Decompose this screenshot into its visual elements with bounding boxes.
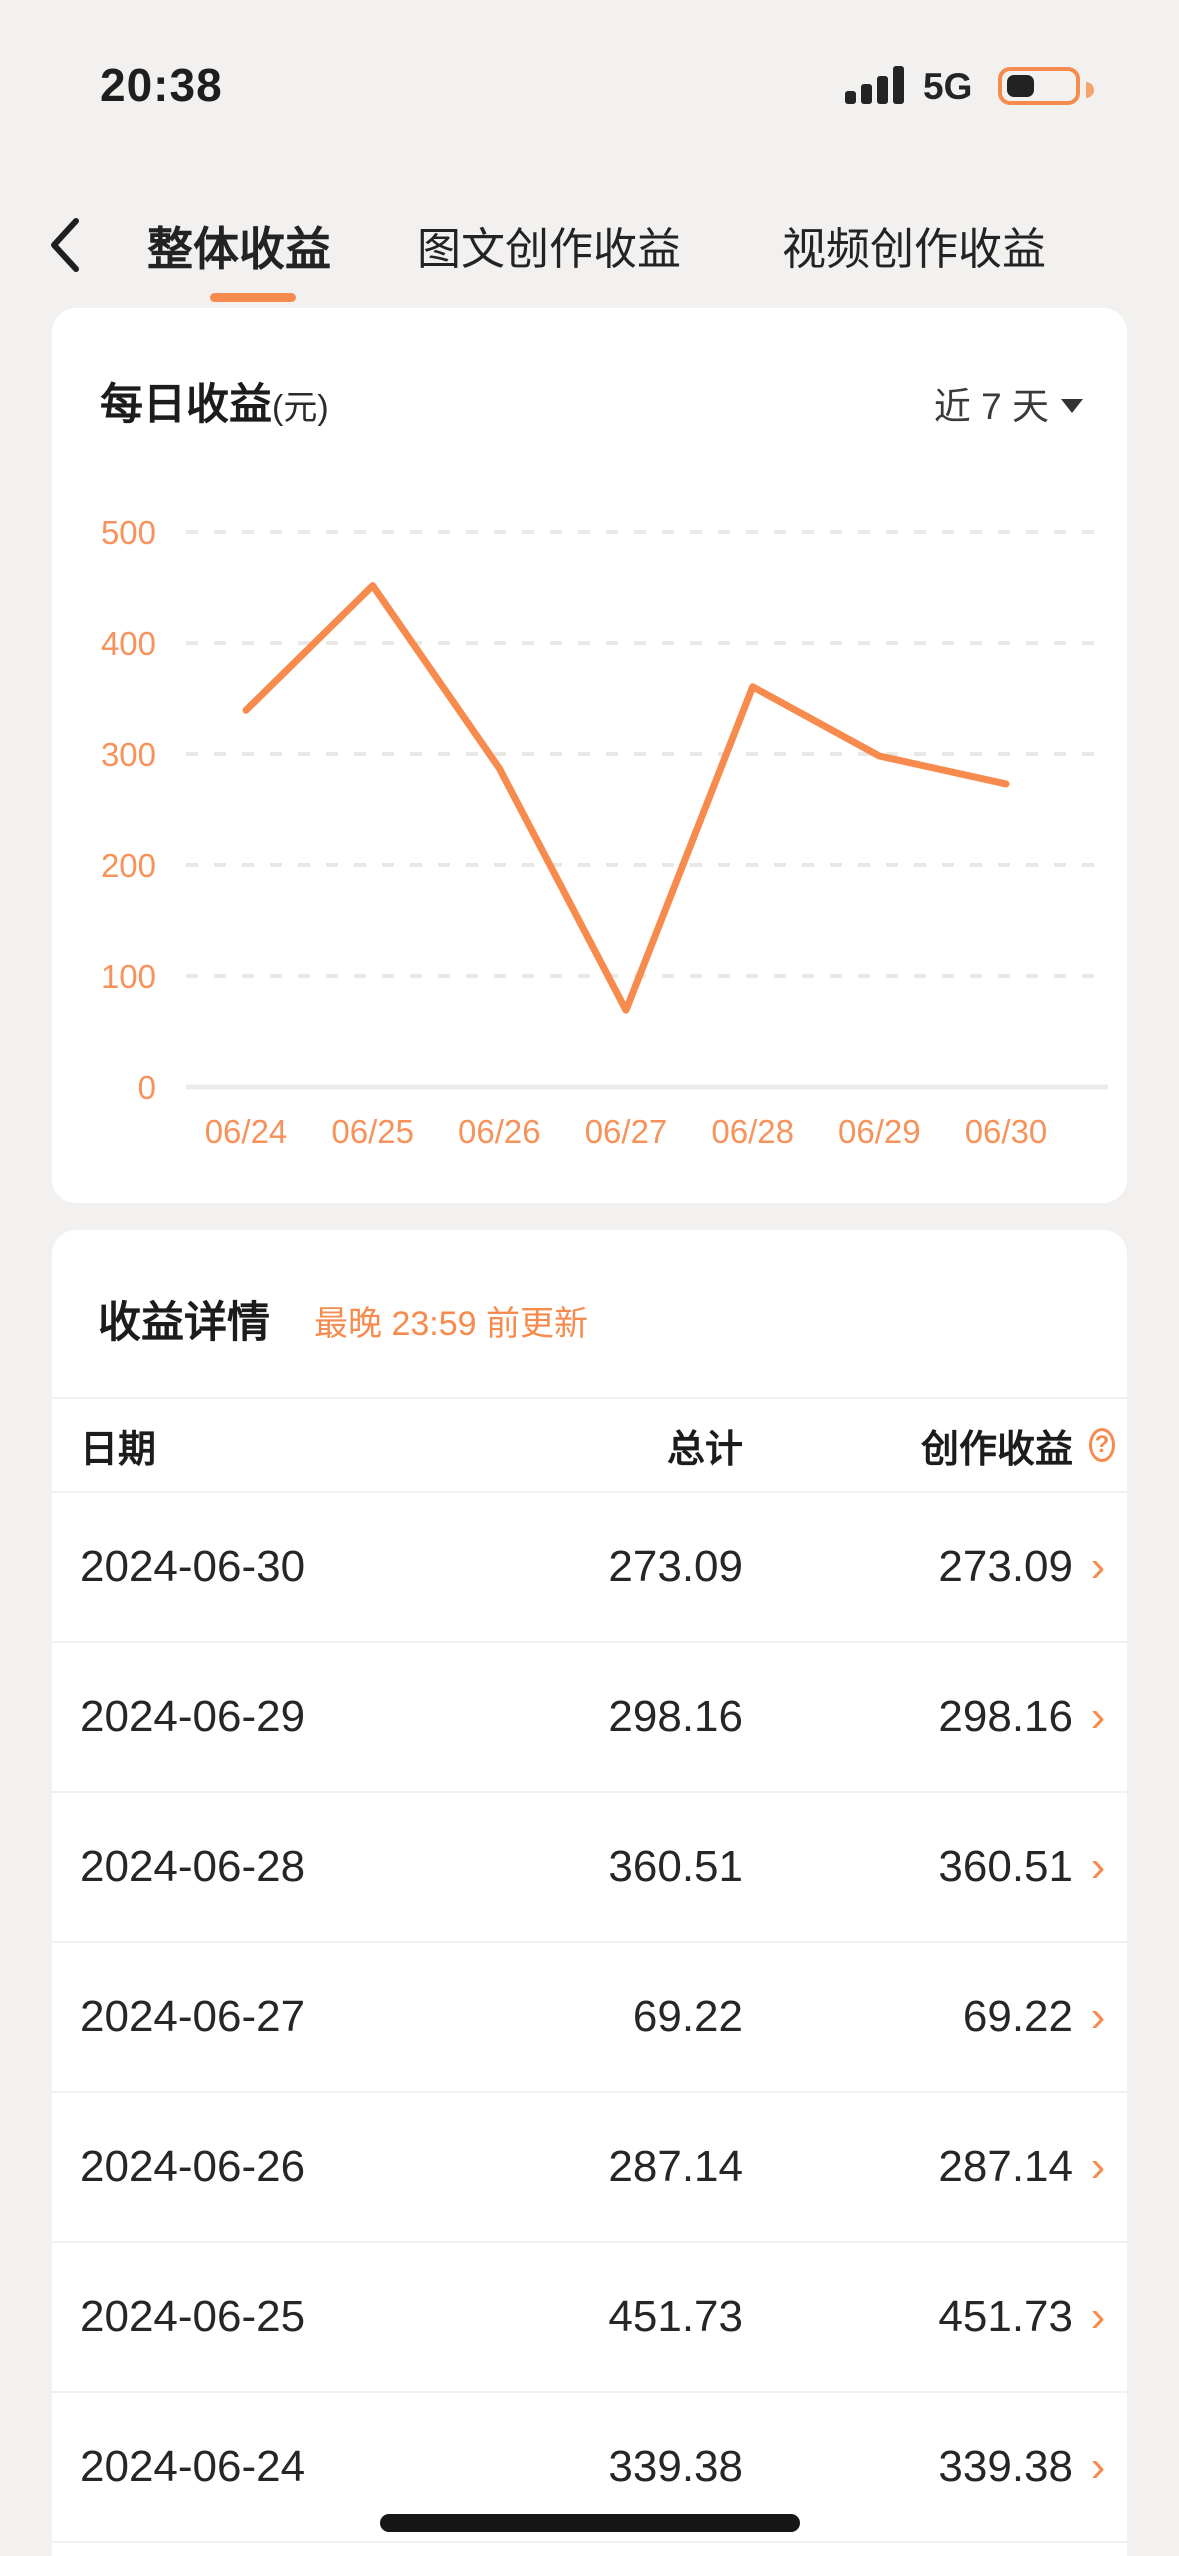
row-trailing: › xyxy=(1081,2142,1115,2191)
details-header: 收益详情 最晚 23:59 前更新 xyxy=(52,1230,1127,1399)
table-row[interactable]: 2024-06-28 360.51 360.51 › xyxy=(52,1793,1127,1943)
column-header-creation-earnings: 创作收益 xyxy=(920,1428,1073,1471)
chevron-right-icon[interactable]: › xyxy=(1090,2442,1106,2491)
row-trailing: › xyxy=(1081,2442,1115,2491)
status-bar: 20:38 5G xyxy=(0,0,1179,160)
row-date: 2024-06-28 xyxy=(80,1842,306,1891)
row-total: 298.16 xyxy=(608,1692,743,1741)
tab-overall-earnings[interactable]: 整体收益 xyxy=(147,223,331,275)
chevron-right-icon[interactable]: › xyxy=(1090,2292,1106,2341)
y-axis-tick-label: 400 xyxy=(101,625,156,662)
chart-unit-label: (元) xyxy=(272,389,329,427)
battery-fill xyxy=(1007,75,1034,97)
row-date: 2024-06-30 xyxy=(80,1542,306,1591)
home-indicator[interactable] xyxy=(380,2514,800,2532)
y-axis-tick-label: 0 xyxy=(138,1069,156,1106)
tab-video-creation-earnings[interactable]: 视频创作收益 xyxy=(782,225,1046,274)
earnings-details-card: 收益详情 最晚 23:59 前更新 日期 总计 创作收益 ? 2024-06-3… xyxy=(52,1230,1127,2556)
earnings-line xyxy=(242,582,1010,1014)
x-axis-tick-label: 06/29 xyxy=(838,1113,921,1150)
table-row[interactable]: 2024-06-27 69.22 69.22 › xyxy=(52,1943,1127,2093)
active-tab-indicator xyxy=(210,293,296,302)
row-creation-earnings: 360.51 xyxy=(938,1842,1073,1891)
battery-icon xyxy=(998,67,1094,105)
row-trailing: › xyxy=(1081,1842,1115,1891)
network-type-label: 5G xyxy=(923,66,973,107)
clock: 20:38 xyxy=(100,59,223,111)
row-date: 2024-06-25 xyxy=(80,2292,306,2341)
table-row[interactable]: 2024-06-25 451.73 451.73 › xyxy=(52,2243,1127,2393)
chart-header: 每日收益(元) 近 7 天 xyxy=(100,370,1083,430)
daily-earnings-card: 500 400 300 200 100 0 06/24 06/25 06/26 06/27 06/2… xyxy=(52,308,1127,1203)
y-axis-tick-label: 500 xyxy=(101,514,156,551)
row-date: 2024-06-29 xyxy=(80,1692,306,1741)
y-axis-tick-label: 100 xyxy=(101,958,156,995)
y-axis-tick-label: 300 xyxy=(101,736,156,773)
back-chevron-icon[interactable] xyxy=(44,215,88,275)
row-creation-earnings: 451.73 xyxy=(938,2292,1073,2341)
row-total: 273.09 xyxy=(608,1542,743,1591)
column-header-total: 总计 xyxy=(666,1428,743,1471)
row-creation-earnings: 287.14 xyxy=(938,2142,1073,2191)
row-trailing: › xyxy=(1081,2292,1115,2341)
row-trailing: › xyxy=(1081,1542,1115,1591)
row-date: 2024-06-24 xyxy=(80,2442,306,2491)
row-trailing: › xyxy=(1081,1992,1115,2041)
x-axis-tick-label: 06/27 xyxy=(585,1113,668,1150)
row-total: 287.14 xyxy=(608,2142,743,2191)
signal-strength-icon xyxy=(845,66,911,104)
chart-title: 每日收益 xyxy=(100,381,272,429)
x-axis-tick-label: 06/26 xyxy=(458,1113,541,1150)
chevron-right-icon[interactable]: › xyxy=(1090,1842,1106,1891)
row-creation-earnings: 339.38 xyxy=(938,2442,1073,2491)
chevron-right-icon[interactable]: › xyxy=(1090,1992,1106,2041)
date-range-selector[interactable]: 近 7 天 xyxy=(934,376,1083,430)
row-trailing: › xyxy=(1081,1692,1115,1741)
row-total: 451.73 xyxy=(608,2292,743,2341)
chevron-right-icon[interactable]: › xyxy=(1090,1692,1106,1741)
x-axis-tick-label: 06/25 xyxy=(331,1113,414,1150)
battery-cap xyxy=(1086,82,1094,98)
column-header-date: 日期 xyxy=(80,1428,157,1471)
row-date: 2024-06-26 xyxy=(80,2142,306,2191)
table-row[interactable]: 2024-06-26 287.14 287.14 › xyxy=(52,2093,1127,2243)
chevron-right-icon[interactable]: › xyxy=(1090,1542,1106,1591)
row-total: 339.38 xyxy=(608,2442,743,2491)
table-header-row: 日期 总计 创作收益 ? xyxy=(52,1399,1127,1493)
x-axis-tick-label: 06/24 xyxy=(205,1113,288,1150)
update-deadline-note: 最晚 23:59 前更新 xyxy=(314,1305,588,1343)
row-total: 69.22 xyxy=(632,1992,743,2041)
row-creation-earnings: 298.16 xyxy=(938,1692,1073,1741)
x-axis-tick-label: 06/28 xyxy=(711,1113,794,1150)
daily-earnings-line-chart: 500 400 300 200 100 0 06/24 06/25 06/26 06/27 06/2… xyxy=(101,514,1108,1150)
row-creation-earnings: 69.22 xyxy=(962,1992,1073,2041)
caret-down-icon xyxy=(1061,399,1083,413)
row-creation-earnings: 273.09 xyxy=(938,1542,1073,1591)
table-row[interactable]: 2024-06-29 298.16 298.16 › xyxy=(52,1643,1127,1793)
help-question-icon[interactable]: ? xyxy=(1089,1428,1115,1462)
date-range-label: 近 7 天 xyxy=(933,386,1049,427)
tab-article-creation-earnings[interactable]: 图文创作收益 xyxy=(417,225,681,274)
row-total: 360.51 xyxy=(608,1842,743,1891)
table-row[interactable]: 2024-06-30 273.09 273.09 › xyxy=(52,1493,1127,1643)
row-date: 2024-06-27 xyxy=(80,1992,306,2041)
x-axis-tick-label: 06/30 xyxy=(965,1113,1048,1150)
chevron-right-icon[interactable]: › xyxy=(1090,2142,1106,2191)
details-title: 收益详情 xyxy=(98,1299,270,1347)
table-row[interactable]: 2024-06-24 339.38 339.38 › xyxy=(52,2393,1127,2543)
earnings-table-body: 2024-06-30 273.09 273.09 › 2024-06-29 298.16 2… xyxy=(52,1493,1127,2543)
y-axis-tick-label: 200 xyxy=(101,847,156,884)
top-navigation: 整体收益 图文创作收益 视频创作收益 xyxy=(0,205,1179,305)
